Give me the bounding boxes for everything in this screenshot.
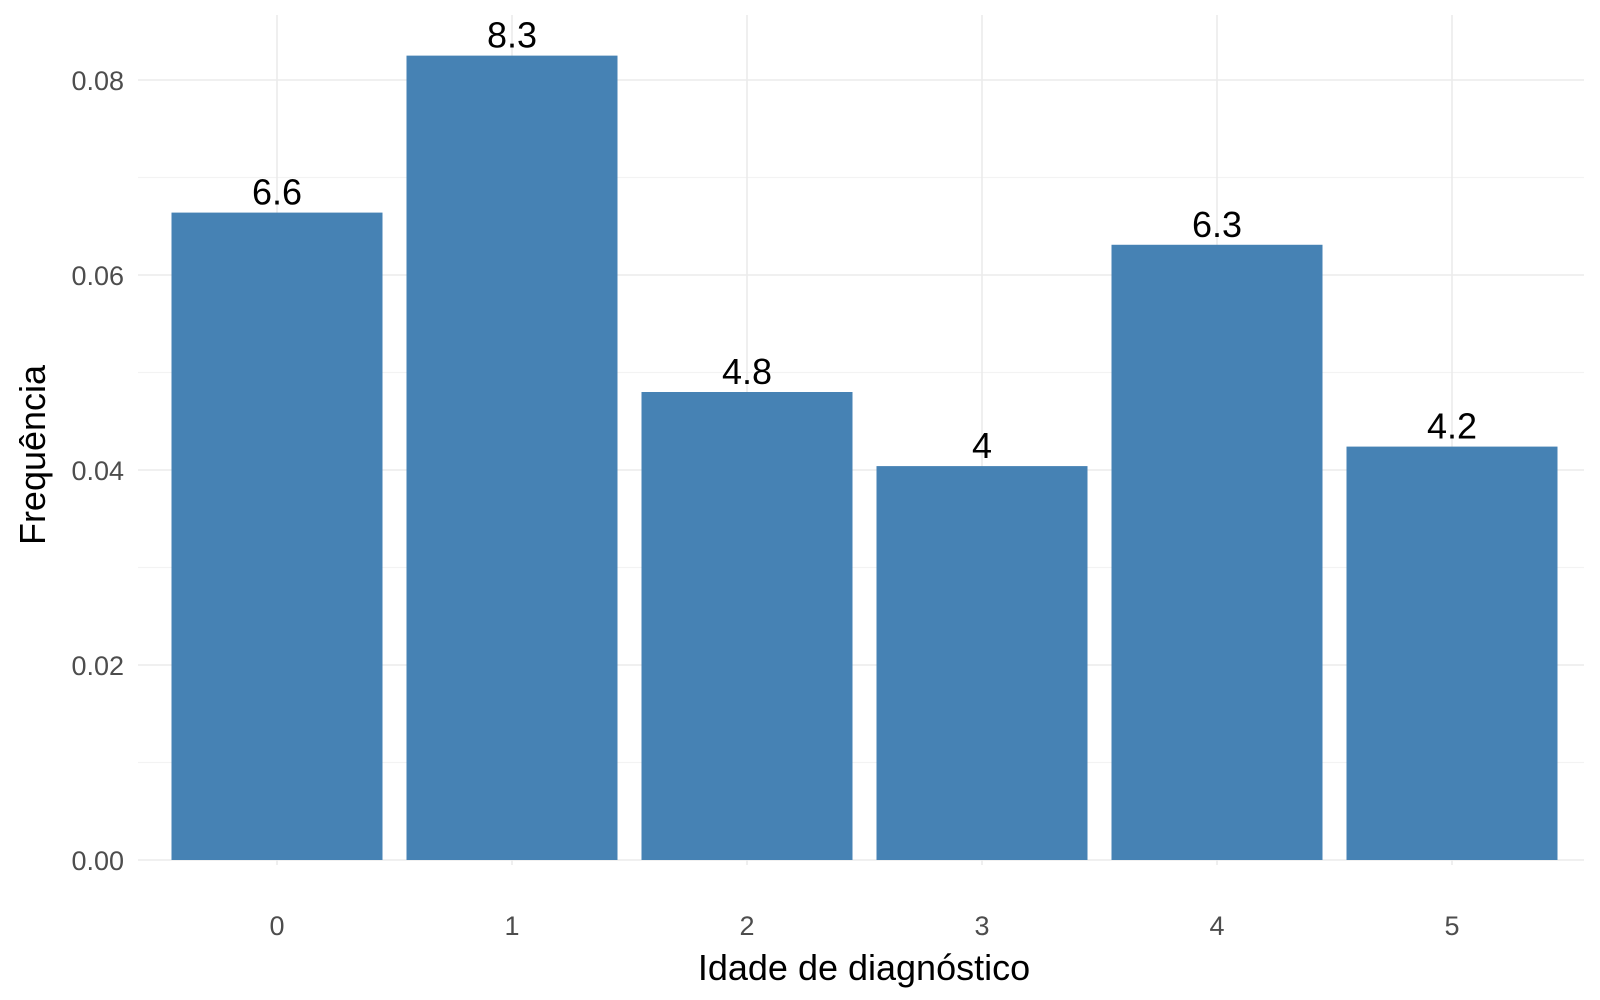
x-axis-ticks: 0 1 2 3 4 5 xyxy=(269,911,1459,941)
bar-0 xyxy=(171,212,383,861)
bar-5 xyxy=(1346,446,1558,860)
bar-1 xyxy=(406,55,618,860)
data-label-3: 4 xyxy=(972,425,992,466)
x-tick-label: 3 xyxy=(974,911,989,941)
y-tick-label: 0.06 xyxy=(71,261,124,291)
x-axis-title: Idade de diagnóstico xyxy=(698,947,1030,988)
x-tick-label: 2 xyxy=(739,911,754,941)
y-tick-label: 0.08 xyxy=(71,66,124,96)
y-axis-ticks: 0.00 0.02 0.04 0.06 0.08 xyxy=(71,66,124,876)
data-label-2: 4.8 xyxy=(722,351,772,392)
bar-2 xyxy=(641,392,853,860)
bars xyxy=(171,55,1558,861)
x-tick-label: 0 xyxy=(269,911,284,941)
y-tick-label: 0.02 xyxy=(71,651,124,681)
data-label-4: 6.3 xyxy=(1192,204,1242,245)
bar-4 xyxy=(1111,244,1323,860)
y-tick-label: 0.00 xyxy=(71,846,124,876)
data-label-0: 6.6 xyxy=(252,172,302,213)
bar-3 xyxy=(876,466,1088,860)
x-tick-label: 4 xyxy=(1209,911,1224,941)
data-label-1: 8.3 xyxy=(487,15,537,56)
y-axis-title: Frequência xyxy=(12,364,53,545)
data-label-5: 4.2 xyxy=(1427,406,1477,447)
x-tick-label: 5 xyxy=(1444,911,1459,941)
data-labels: 6.6 8.3 4.8 4 6.3 4.2 xyxy=(252,15,1477,466)
y-tick-label: 0.04 xyxy=(71,456,124,486)
x-tick-label: 1 xyxy=(504,911,519,941)
